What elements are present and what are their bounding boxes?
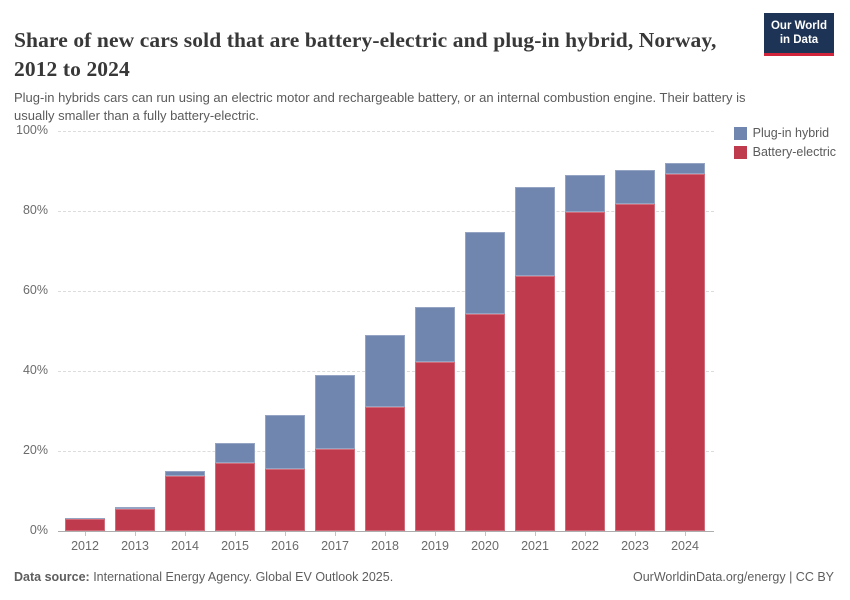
chart-footer: Data source: International Energy Agency… (14, 570, 834, 584)
data-source-text: International Energy Agency. Global EV O… (89, 570, 394, 584)
legend-swatch-icon (733, 126, 747, 140)
chart-subtitle: Plug-in hybrids cars can run using an el… (14, 90, 746, 124)
x-axis-tick-2012: 2012 (71, 539, 99, 553)
bar-2024-battery-electric[interactable] (665, 173, 705, 531)
x-axis-tick-2017: 2017 (321, 539, 349, 553)
bar-2023-battery-electric[interactable] (615, 203, 655, 531)
x-axis-tick-2022: 2022 (571, 539, 599, 553)
bar-2013-battery-electric[interactable] (115, 509, 155, 531)
bar-2019-plug-in-hybrid[interactable] (415, 307, 455, 362)
bar-2020-battery-electric[interactable] (465, 313, 505, 531)
x-axis-line (58, 531, 714, 532)
bar-2015-battery-electric[interactable] (215, 463, 255, 531)
y-axis-tick-100: 100% (16, 123, 48, 137)
x-axis-tick-2019: 2019 (421, 539, 449, 553)
chart-legend: Plug-in hybrid Battery-electric (733, 126, 836, 164)
bar-2020-plug-in-hybrid[interactable] (465, 231, 505, 314)
owid-logo[interactable]: Our World in Data (764, 13, 834, 56)
x-axis-tick-2016: 2016 (271, 539, 299, 553)
bar-2023-plug-in-hybrid[interactable] (615, 170, 655, 204)
bar-2012-battery-electric[interactable] (65, 519, 105, 531)
bar-2015-plug-in-hybrid[interactable] (215, 443, 255, 463)
y-axis-tick-20: 20% (22, 443, 48, 457)
x-axis-tickmark-2014 (185, 532, 186, 536)
owid-logo-line1: Our World (770, 20, 827, 32)
x-axis-tick-2023: 2023 (621, 539, 649, 553)
x-axis-tick-2020: 2020 (471, 539, 499, 553)
y-axis-tick-40: 40% (22, 363, 48, 377)
data-source-label: Data source: (14, 570, 90, 584)
gridline-80 (58, 211, 714, 212)
x-axis-tickmark-2023 (635, 532, 636, 536)
bar-2018-battery-electric[interactable] (365, 407, 405, 531)
bar-2016-battery-electric[interactable] (265, 469, 305, 531)
gridline-100 (58, 131, 714, 132)
y-axis-tick-80: 80% (22, 203, 48, 217)
bar-2022-battery-electric[interactable] (565, 211, 605, 531)
bar-2014-battery-electric[interactable] (165, 476, 205, 531)
x-axis-tickmark-2019 (435, 532, 436, 536)
bar-2016-plug-in-hybrid[interactable] (265, 415, 305, 470)
bar-2022-plug-in-hybrid[interactable] (565, 174, 605, 212)
bar-2019-battery-electric[interactable] (415, 361, 455, 531)
x-axis-tickmark-2017 (335, 532, 336, 536)
x-axis-tick-2024: 2024 (671, 539, 699, 553)
x-axis-tick-2021: 2021 (521, 539, 549, 553)
x-axis-tickmark-2024 (685, 532, 686, 536)
bar-2018-plug-in-hybrid[interactable] (365, 335, 405, 407)
x-axis-tickmark-2018 (385, 532, 386, 536)
owid-logo-line2: in Data (779, 34, 819, 47)
x-axis-tickmark-2015 (235, 532, 236, 536)
legend-label: Battery-electric (752, 145, 836, 159)
legend-item-battery-electric[interactable]: Battery-electric (733, 145, 836, 159)
bar-2021-battery-electric[interactable] (515, 276, 555, 531)
attribution-link[interactable]: OurWorldinData.org/energy | CC BY (632, 570, 834, 584)
page-title: Share of new cars sold that are battery-… (14, 28, 717, 81)
bar-2021-plug-in-hybrid[interactable] (515, 187, 555, 277)
x-axis-tick-2015: 2015 (221, 539, 249, 553)
bar-2013-plug-in-hybrid[interactable] (115, 507, 155, 509)
x-axis-tick-2013: 2013 (121, 539, 149, 553)
x-axis-tick-2018: 2018 (371, 539, 399, 553)
legend-label: Plug-in hybrid (752, 126, 830, 140)
x-axis-tickmark-2022 (585, 532, 586, 536)
bar-2017-plug-in-hybrid[interactable] (315, 375, 355, 449)
legend-item-plug-in-hybrid[interactable]: Plug-in hybrid (733, 126, 836, 140)
x-axis-tickmark-2012 (85, 532, 86, 536)
x-axis-tickmark-2021 (535, 532, 536, 536)
bar-2014-plug-in-hybrid[interactable] (165, 470, 205, 477)
y-axis-tick-60: 60% (22, 283, 48, 297)
gridline-60 (58, 291, 714, 292)
x-axis-tickmark-2020 (485, 532, 486, 536)
x-axis-tickmark-2013 (135, 532, 136, 536)
legend-swatch-icon (733, 145, 747, 159)
y-axis-tick-0: 0% (29, 523, 48, 537)
x-axis-tickmark-2016 (285, 532, 286, 536)
bar-2024-plug-in-hybrid[interactable] (665, 162, 705, 174)
bar-2017-battery-electric[interactable] (315, 449, 355, 531)
data-source-note: Data source: International Energy Agency… (14, 570, 393, 584)
bar-2012-plug-in-hybrid[interactable] (65, 517, 105, 519)
x-axis-tick-2014: 2014 (171, 539, 199, 553)
